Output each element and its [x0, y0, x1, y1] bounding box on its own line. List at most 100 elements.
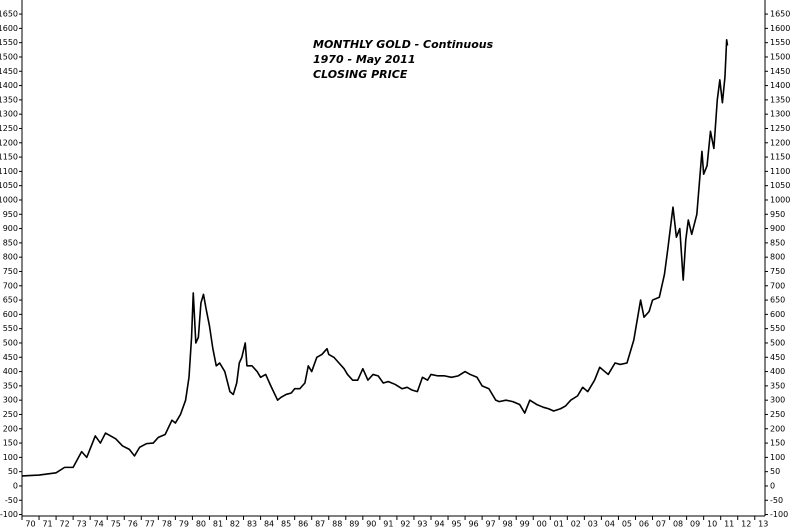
x-tick-label: 98: [503, 520, 513, 529]
x-tick-label: 12: [741, 520, 751, 529]
y-tick-label: 600: [3, 310, 18, 319]
y-tick-label: 750: [3, 267, 18, 276]
y-tick-label: -50: [770, 496, 783, 505]
y-tick-label: 700: [3, 281, 18, 290]
y-tick-label: 500: [770, 338, 785, 347]
y-tick-label: 300: [3, 396, 18, 405]
x-tick-label: 83: [247, 520, 257, 529]
x-tick-label: 00: [537, 520, 547, 529]
x-tick-label: 75: [111, 520, 121, 529]
y-tick-label: 1200: [770, 138, 790, 147]
y-tick-label: 1300: [0, 110, 18, 119]
y-tick-label: 900: [3, 224, 18, 233]
y-tick-label: 850: [3, 238, 18, 247]
y-tick-label: 100: [770, 453, 785, 462]
y-tick-label: 500: [3, 338, 18, 347]
y-tick-label: 200: [770, 424, 785, 433]
y-tick-label: 1400: [770, 81, 790, 90]
y-tick-label: 800: [770, 253, 785, 262]
y-tick-label: 950: [770, 210, 785, 219]
x-tick-label: 82: [230, 520, 240, 529]
y-tick-label: 850: [770, 238, 785, 247]
y-tick-label: 1650: [770, 10, 790, 19]
x-tick-label: 11: [724, 520, 734, 529]
y-tick-label: 550: [770, 324, 785, 333]
x-tick-label: 74: [94, 520, 104, 529]
y-tick-label: 1000: [770, 195, 790, 204]
x-tick-label: 06: [639, 520, 649, 529]
x-tick-label: 90: [366, 520, 376, 529]
x-tick-label: 99: [520, 520, 530, 529]
x-tick-label: 70: [25, 520, 35, 529]
x-tick-label: 76: [128, 520, 138, 529]
title-line: 1970 - May 2011: [313, 53, 416, 66]
y-tick-label: 700: [770, 281, 785, 290]
y-tick-label: 400: [770, 367, 785, 376]
y-tick-label: 1250: [0, 124, 18, 133]
x-tick-label: 94: [434, 520, 444, 529]
y-tick-label: 250: [770, 410, 785, 419]
y-tick-label: 1500: [0, 52, 18, 61]
y-tick-label: 1000: [0, 195, 18, 204]
y-tick-label: 1200: [0, 138, 18, 147]
x-tick-label: 13: [758, 520, 768, 529]
x-tick-label: 08: [673, 520, 683, 529]
y-tick-label: 750: [770, 267, 785, 276]
x-tick-label: 85: [281, 520, 291, 529]
x-tick-label: 79: [179, 520, 189, 529]
y-tick-label: 450: [3, 353, 18, 362]
x-tick-label: 97: [486, 520, 496, 529]
y-tick-label: 1600: [770, 24, 790, 33]
y-tick-label: 1650: [0, 10, 18, 19]
y-tick-label: 150: [770, 439, 785, 448]
x-tick-label: 73: [77, 520, 87, 529]
x-tick-label: 92: [400, 520, 410, 529]
x-tick-label: 96: [468, 520, 478, 529]
y-tick-label: 1250: [770, 124, 790, 133]
y-tick-label: 250: [3, 410, 18, 419]
y-tick-label: 1300: [770, 110, 790, 119]
x-tick-label: 07: [656, 520, 666, 529]
y-tick-label: 650: [3, 296, 18, 305]
y-tick-label: 300: [770, 396, 785, 405]
y-tick-label: 1100: [0, 167, 18, 176]
y-tick-label: 350: [3, 381, 18, 390]
y-tick-label: 350: [770, 381, 785, 390]
y-tick-label: 50: [770, 467, 780, 476]
x-tick-label: 88: [332, 520, 342, 529]
y-tick-label: 800: [3, 253, 18, 262]
x-tick-label: 91: [383, 520, 393, 529]
x-tick-label: 87: [315, 520, 325, 529]
y-tick-label: 900: [770, 224, 785, 233]
y-tick-label: 400: [3, 367, 18, 376]
x-tick-label: 78: [162, 520, 172, 529]
y-tick-label: 550: [3, 324, 18, 333]
title-line: MONTHLY GOLD - Continuous: [313, 38, 494, 51]
x-tick-label: 86: [298, 520, 308, 529]
y-tick-label: -100: [770, 510, 788, 519]
y-tick-label: 0: [13, 481, 18, 490]
y-tick-label: 1100: [770, 167, 790, 176]
y-tick-label: 150: [3, 439, 18, 448]
x-tick-label: 10: [707, 520, 717, 529]
y-tick-label: 50: [8, 467, 18, 476]
x-tick-label: 72: [59, 520, 69, 529]
y-tick-label: 600: [770, 310, 785, 319]
x-tick-label: 80: [196, 520, 206, 529]
y-tick-label: 650: [770, 296, 785, 305]
x-tick-label: 89: [349, 520, 359, 529]
x-tick-label: 93: [417, 520, 427, 529]
y-tick-label: 1150: [770, 153, 790, 162]
y-tick-label: 1450: [770, 67, 790, 76]
x-tick-label: 71: [42, 520, 52, 529]
y-tick-label: 1350: [0, 95, 18, 104]
y-tick-label: 1550: [770, 38, 790, 47]
y-tick-label: 1600: [0, 24, 18, 33]
y-tick-label: 0: [770, 481, 775, 490]
x-tick-label: 84: [264, 520, 274, 529]
x-tick-label: 77: [145, 520, 155, 529]
y-tick-label: -100: [0, 510, 18, 519]
price-line: [21, 39, 729, 477]
x-tick-label: 04: [605, 520, 615, 529]
